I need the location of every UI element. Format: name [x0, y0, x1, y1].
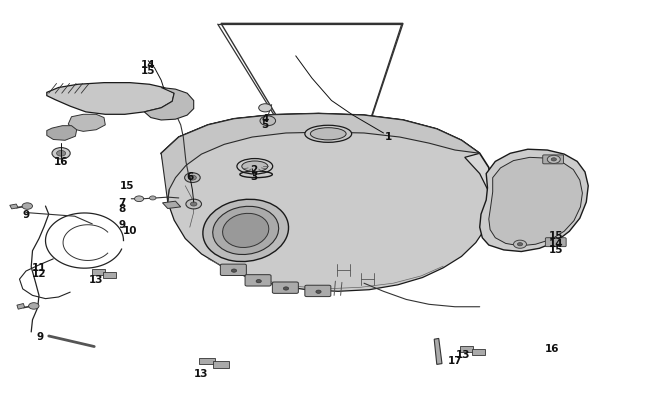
- FancyBboxPatch shape: [545, 238, 566, 247]
- Text: 8: 8: [118, 204, 126, 214]
- Circle shape: [135, 196, 144, 202]
- Text: 4: 4: [261, 113, 269, 123]
- Circle shape: [150, 196, 156, 200]
- Circle shape: [52, 148, 70, 160]
- Circle shape: [256, 280, 261, 283]
- Text: 16: 16: [545, 343, 560, 353]
- FancyBboxPatch shape: [543, 156, 564, 164]
- Circle shape: [316, 290, 321, 294]
- Circle shape: [22, 203, 32, 210]
- Text: 10: 10: [123, 226, 137, 236]
- Circle shape: [231, 269, 237, 273]
- Circle shape: [551, 158, 556, 162]
- Text: 15: 15: [141, 66, 155, 76]
- Circle shape: [188, 176, 196, 181]
- Polygon shape: [144, 88, 194, 121]
- Text: 15: 15: [549, 231, 564, 241]
- FancyBboxPatch shape: [272, 282, 298, 294]
- Polygon shape: [489, 158, 582, 246]
- Ellipse shape: [305, 126, 352, 143]
- Circle shape: [547, 156, 560, 164]
- Polygon shape: [92, 269, 105, 275]
- Text: 11: 11: [32, 262, 46, 272]
- Text: 12: 12: [32, 269, 46, 279]
- Text: 15: 15: [120, 181, 134, 190]
- Text: 13: 13: [89, 275, 103, 284]
- Text: 7: 7: [118, 198, 126, 207]
- Polygon shape: [221, 24, 403, 219]
- Text: 9: 9: [119, 220, 125, 229]
- Text: 9: 9: [37, 331, 44, 341]
- Text: 17: 17: [448, 356, 462, 365]
- Text: 14: 14: [549, 238, 564, 248]
- Text: 3: 3: [250, 171, 257, 181]
- FancyBboxPatch shape: [220, 264, 246, 276]
- Text: 16: 16: [54, 157, 68, 167]
- Text: 1: 1: [385, 132, 393, 142]
- Circle shape: [57, 151, 66, 157]
- Polygon shape: [47, 126, 77, 141]
- Circle shape: [29, 303, 39, 309]
- Ellipse shape: [203, 200, 289, 262]
- Text: 6: 6: [186, 171, 194, 181]
- Polygon shape: [199, 358, 215, 364]
- Circle shape: [260, 117, 276, 126]
- Circle shape: [283, 287, 289, 290]
- Polygon shape: [434, 339, 442, 364]
- Ellipse shape: [311, 128, 346, 141]
- Polygon shape: [480, 150, 588, 252]
- Ellipse shape: [237, 159, 273, 175]
- Polygon shape: [161, 114, 491, 284]
- Ellipse shape: [222, 214, 269, 248]
- Circle shape: [190, 202, 197, 207]
- Polygon shape: [103, 273, 116, 278]
- FancyBboxPatch shape: [245, 275, 271, 286]
- Circle shape: [186, 200, 202, 209]
- Ellipse shape: [213, 207, 279, 255]
- Circle shape: [514, 241, 526, 249]
- Text: 5: 5: [261, 120, 269, 130]
- Polygon shape: [213, 361, 229, 368]
- Text: 15: 15: [549, 245, 564, 254]
- Text: 2: 2: [250, 164, 257, 174]
- Text: 13: 13: [194, 368, 209, 377]
- Polygon shape: [10, 205, 18, 209]
- Ellipse shape: [242, 162, 268, 172]
- Circle shape: [517, 243, 523, 246]
- Polygon shape: [47, 83, 174, 115]
- Text: 14: 14: [141, 60, 155, 70]
- Text: 9: 9: [23, 210, 29, 220]
- Polygon shape: [460, 346, 473, 352]
- Polygon shape: [161, 114, 480, 202]
- FancyBboxPatch shape: [305, 286, 331, 297]
- Circle shape: [259, 104, 272, 113]
- Circle shape: [185, 173, 200, 183]
- Polygon shape: [161, 114, 491, 292]
- Polygon shape: [472, 350, 485, 355]
- Polygon shape: [17, 304, 25, 309]
- Text: 13: 13: [456, 349, 470, 359]
- Polygon shape: [162, 202, 181, 209]
- Polygon shape: [68, 115, 105, 132]
